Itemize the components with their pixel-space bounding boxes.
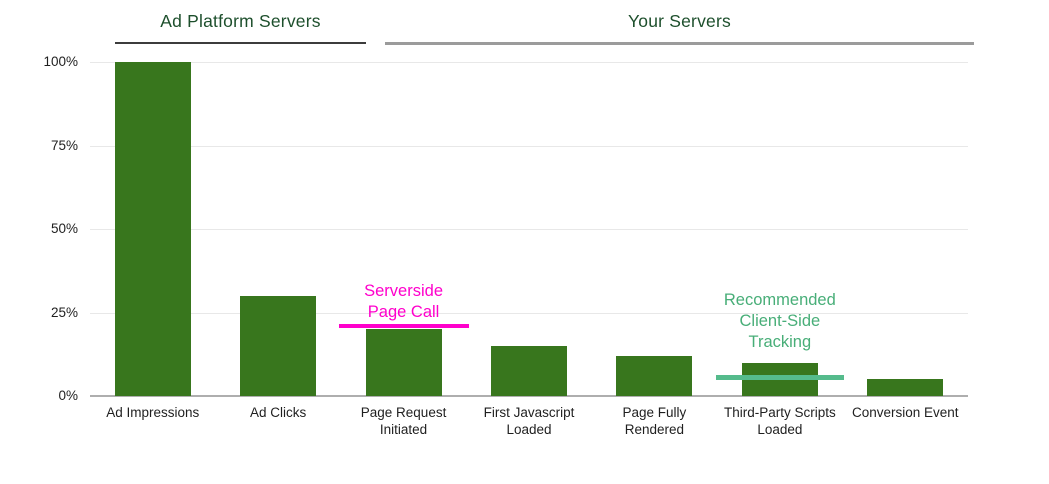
y-axis-tick-label: 75% bbox=[50, 137, 78, 153]
bar bbox=[491, 345, 567, 396]
x-axis-label: First Javascript Loaded bbox=[483, 405, 575, 437]
group-header-label: Ad Platform Servers bbox=[160, 11, 321, 31]
x-axis-label: Page Fully Rendered bbox=[622, 405, 687, 437]
gridline bbox=[90, 62, 968, 63]
x-axis-label: Ad Impressions bbox=[106, 405, 200, 420]
y-axis-tick-label: 0% bbox=[58, 388, 78, 403]
annotation-line-recommended-client-side-tracking bbox=[715, 375, 844, 381]
group-header-underline bbox=[385, 42, 974, 45]
y-axis-tick-label: 100% bbox=[43, 54, 78, 69]
bar bbox=[114, 62, 191, 396]
bar bbox=[616, 355, 693, 396]
y-axis-tick-label: 50% bbox=[50, 221, 78, 236]
x-axis-baseline bbox=[90, 395, 968, 397]
x-axis-label: Page Request Initiated bbox=[360, 405, 447, 437]
group-header-label: Your Servers bbox=[628, 11, 731, 31]
x-axis-label: Third-Party Scripts Loaded bbox=[723, 405, 836, 437]
annotation-text-recommended-client-side-tracking: Recommended Client-Side Tracking bbox=[723, 291, 836, 351]
gridline bbox=[90, 229, 968, 230]
annotation-line-serverside-page-call bbox=[338, 323, 469, 328]
bar bbox=[240, 295, 317, 396]
bar bbox=[365, 329, 442, 396]
annotation-text-serverside-page-call: Serverside Page Call bbox=[364, 282, 443, 321]
x-axis-label: Ad Clicks bbox=[250, 405, 307, 420]
gridline bbox=[90, 145, 968, 147]
group-header-underline bbox=[115, 42, 366, 44]
y-axis-tick-label: 25% bbox=[50, 304, 78, 320]
bar bbox=[867, 379, 944, 396]
x-axis-label: Conversion Event bbox=[851, 405, 959, 420]
gridline bbox=[90, 312, 968, 314]
